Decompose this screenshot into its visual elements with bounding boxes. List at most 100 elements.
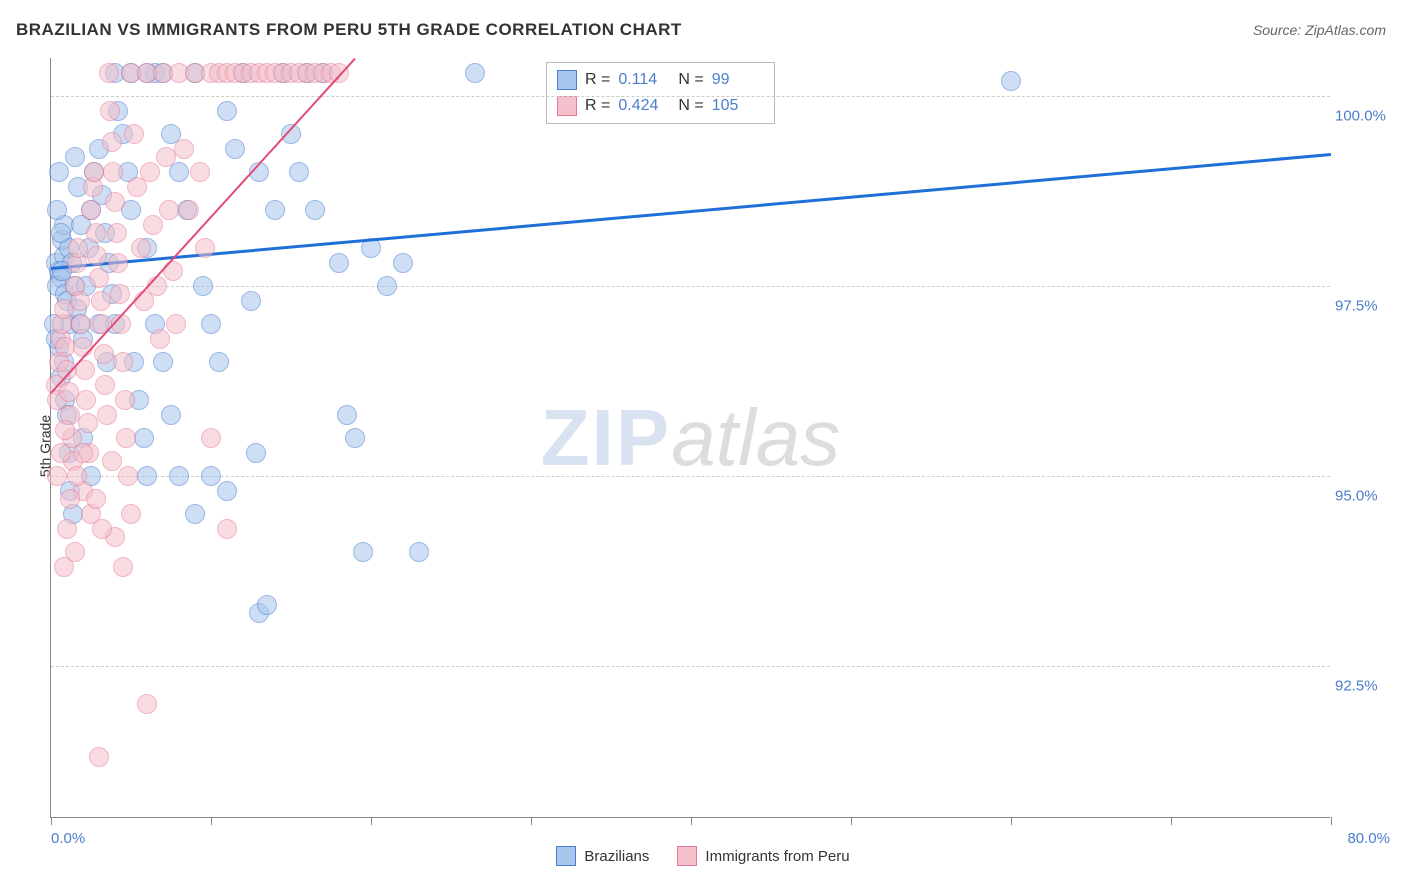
data-point [246, 443, 266, 463]
data-point [174, 139, 194, 159]
data-point [81, 200, 101, 220]
data-point [217, 481, 237, 501]
data-point [1001, 71, 1021, 91]
data-point [393, 253, 413, 273]
x-tick [1331, 817, 1332, 825]
data-point [107, 223, 127, 243]
data-point [169, 162, 189, 182]
data-point [113, 557, 133, 577]
source-attribution: Source: ZipAtlas.com [1253, 22, 1386, 38]
data-point [68, 238, 88, 258]
data-point [289, 162, 309, 182]
data-point [345, 428, 365, 448]
data-point [91, 291, 111, 311]
stat-r-label: R = [585, 67, 610, 93]
data-point [159, 200, 179, 220]
stat-r-value: 0.114 [618, 67, 670, 93]
legend-label: Brazilians [584, 848, 649, 865]
data-point [113, 352, 133, 372]
gridline [51, 96, 1330, 97]
data-point [143, 215, 163, 235]
legend-swatch [557, 96, 577, 116]
plot-area: ZIPatlas R =0.114N =99R =0.424N =105 92.… [50, 58, 1330, 818]
data-point [179, 200, 199, 220]
data-point [409, 542, 429, 562]
data-point [137, 694, 157, 714]
data-point [169, 466, 189, 486]
data-point [92, 519, 112, 539]
data-point [95, 375, 115, 395]
data-point [137, 466, 157, 486]
data-point [116, 428, 136, 448]
data-point [57, 519, 77, 539]
data-point [225, 139, 245, 159]
data-point [185, 504, 205, 524]
legend-swatch [677, 846, 697, 866]
stat-n-value: 99 [712, 67, 764, 93]
data-point [47, 200, 67, 220]
gridline [51, 476, 1330, 477]
data-point [377, 276, 397, 296]
data-point [54, 557, 74, 577]
data-point [257, 595, 277, 615]
data-point [76, 390, 96, 410]
data-point [94, 344, 114, 364]
legend-swatch [557, 70, 577, 90]
data-point [124, 124, 144, 144]
data-point [337, 405, 357, 425]
legend-label: Immigrants from Peru [705, 848, 849, 865]
y-tick-label: 100.0% [1335, 108, 1390, 125]
data-point [201, 466, 221, 486]
data-point [60, 489, 80, 509]
gridline [51, 666, 1330, 667]
legend-item: Immigrants from Peru [677, 846, 849, 866]
data-point [84, 162, 104, 182]
data-point [86, 489, 106, 509]
data-point [105, 192, 125, 212]
data-point [92, 314, 112, 334]
x-tick [1011, 817, 1012, 825]
stat-legend-row: R = 0.114 N = 99 [557, 67, 764, 93]
data-point [195, 238, 215, 258]
y-tick-label: 95.0% [1335, 488, 1390, 505]
x-tick [51, 817, 52, 825]
stat-n-label: N = [678, 67, 703, 93]
data-point [86, 223, 106, 243]
data-point [97, 405, 117, 425]
data-point [78, 413, 98, 433]
data-point [193, 276, 213, 296]
watermark-zip: ZIP [541, 393, 671, 482]
chart-title: BRAZILIAN VS IMMIGRANTS FROM PERU 5TH GR… [16, 20, 682, 40]
data-point [465, 63, 485, 83]
data-point [140, 162, 160, 182]
data-point [329, 253, 349, 273]
gridline [51, 286, 1330, 287]
data-point [241, 291, 261, 311]
x-tick [851, 817, 852, 825]
data-point [51, 223, 71, 243]
trend-line [51, 153, 1331, 269]
data-point [353, 542, 373, 562]
data-point [265, 200, 285, 220]
x-tick [211, 817, 212, 825]
data-point [102, 451, 122, 471]
series-legend: Brazilians Immigrants from Peru [0, 846, 1406, 870]
legend-swatch [556, 846, 576, 866]
x-axis-min-label: 0.0% [51, 830, 85, 847]
data-point [51, 443, 71, 463]
data-point [87, 246, 107, 266]
data-point [67, 466, 87, 486]
x-tick [371, 817, 372, 825]
data-point [153, 352, 173, 372]
data-point [89, 747, 109, 767]
data-point [49, 162, 69, 182]
data-point [103, 162, 123, 182]
data-point [305, 200, 325, 220]
watermark: ZIPatlas [541, 392, 840, 484]
data-point [161, 405, 181, 425]
x-tick [1171, 817, 1172, 825]
data-point [71, 314, 91, 334]
data-point [47, 466, 67, 486]
data-point [209, 352, 229, 372]
data-point [201, 314, 221, 334]
